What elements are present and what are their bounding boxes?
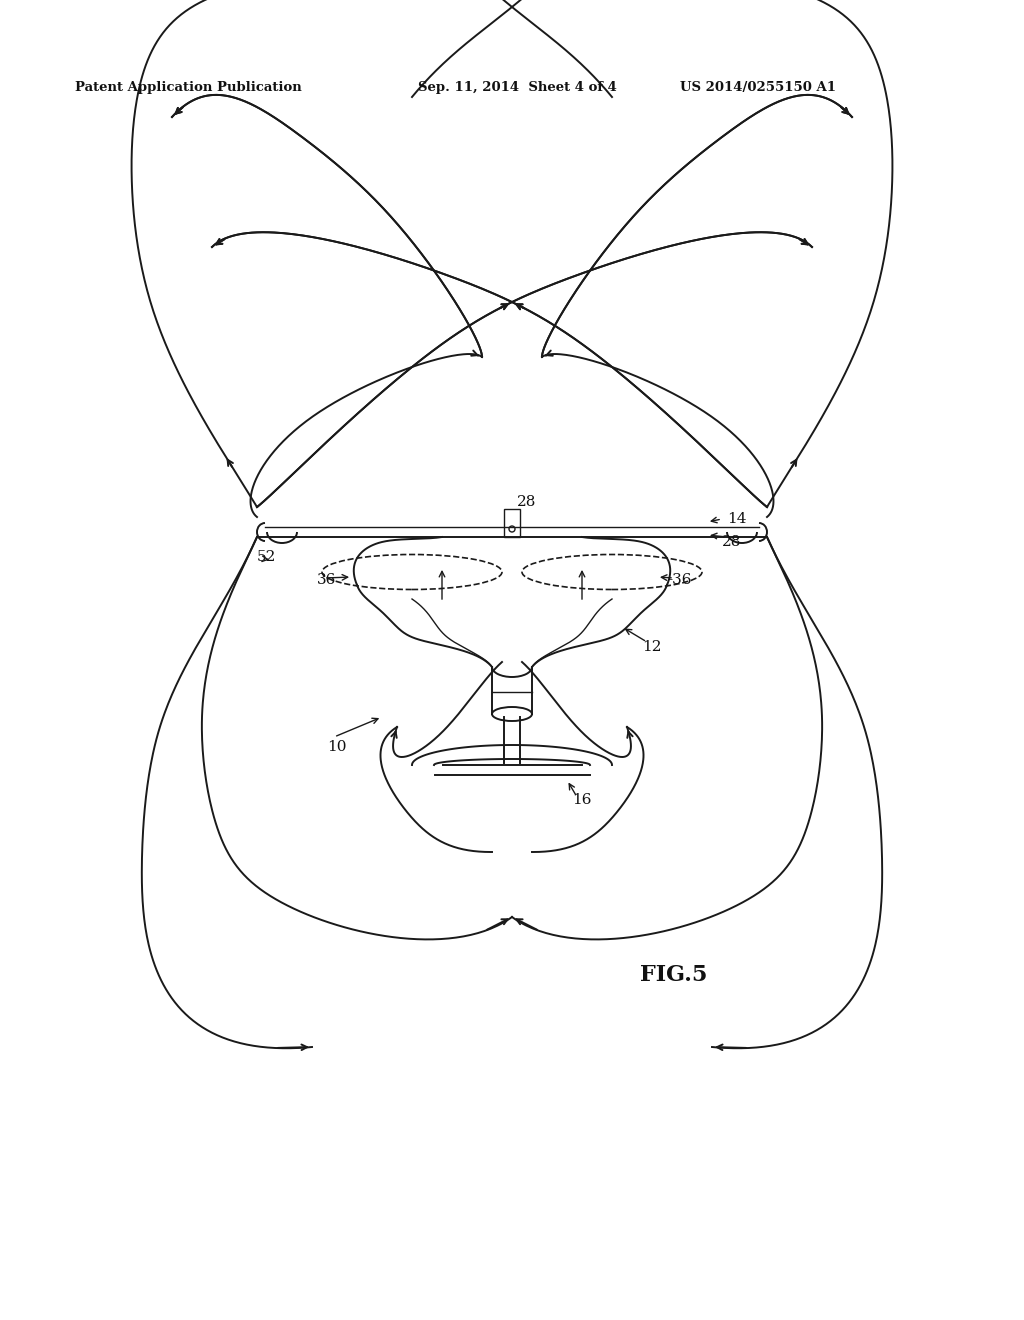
Text: Patent Application Publication: Patent Application Publication — [75, 82, 302, 95]
Bar — [504, 510, 520, 537]
Text: 10: 10 — [327, 741, 346, 754]
Text: -36: -36 — [667, 573, 691, 587]
Text: FIG.5: FIG.5 — [640, 964, 708, 986]
Text: 36: 36 — [317, 573, 336, 587]
Text: 14: 14 — [727, 512, 746, 525]
Text: 16: 16 — [572, 793, 592, 807]
Text: 52: 52 — [257, 550, 276, 564]
Text: 28: 28 — [517, 495, 537, 510]
Text: 12: 12 — [642, 640, 662, 653]
Text: 28: 28 — [722, 535, 741, 549]
Text: Sep. 11, 2014  Sheet 4 of 4: Sep. 11, 2014 Sheet 4 of 4 — [418, 82, 616, 95]
Text: US 2014/0255150 A1: US 2014/0255150 A1 — [680, 82, 836, 95]
